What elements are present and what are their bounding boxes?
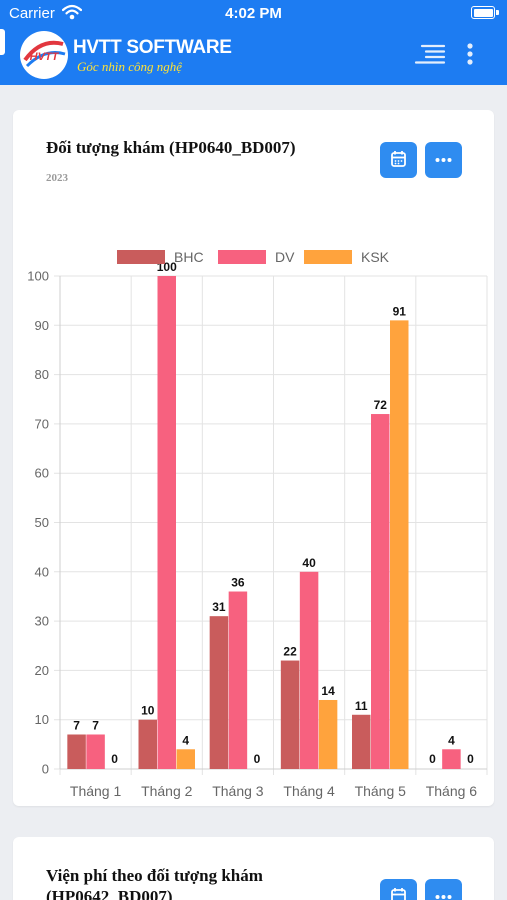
y-tick-label: 20 [35,663,49,678]
bar-dv [228,591,248,769]
y-tick-label: 70 [35,416,49,431]
bar-data-label: 22 [283,645,297,659]
hvtt-logo: HVTT [19,30,69,80]
bar-dv [442,749,461,769]
bar-data-label: 91 [393,304,407,318]
y-tick-label: 30 [35,614,49,629]
second-calendar-button[interactable] [380,879,417,900]
bar-ksk [176,749,195,769]
wifi-icon [61,4,83,24]
svg-text:HVTT: HVTT [30,51,60,63]
bar-data-label: 11 [355,699,368,713]
bar-dv [86,734,105,769]
bar-bhc [67,734,86,769]
second-card-title-line2: (HP0642_BD007) [46,887,173,900]
bar-data-label: 0 [254,752,261,766]
x-tick-label: Tháng 4 [283,783,335,799]
y-tick-label: 50 [35,515,49,530]
more-button[interactable] [425,142,462,178]
card-title: Đối tượng khám (HP0640_BD007) [46,138,296,157]
bar-ksk [318,699,338,769]
bar-data-label: 36 [231,576,245,590]
bar-data-label: 31 [212,600,226,614]
bar-bhc [138,719,157,769]
bar-data-label: 7 [73,718,80,732]
card-subtitle: 2023 [46,172,68,184]
bar-data-label: 72 [374,398,388,412]
y-tick-label: 10 [35,712,49,727]
drawer-edge-handle[interactable] [0,29,5,55]
legend-swatch-bhc [117,250,165,264]
bar-data-label: 0 [467,752,474,766]
bar-dv [157,276,176,769]
y-tick-label: 40 [35,564,49,579]
second-more-button[interactable] [425,879,462,900]
bar-data-label: 4 [182,733,189,747]
bar-data-label: 0 [429,752,436,766]
bar-bhc [209,616,229,769]
second-card: Viện phí theo đối tượng khám (HP0642_BD0… [13,837,494,900]
y-tick-label: 100 [27,269,49,284]
second-card-title-line1: Viện phí theo đối tượng khám [46,866,263,885]
brand-tagline: Góc nhìn công nghệ [77,59,183,74]
status-time: 4:02 PM [225,5,282,22]
battery-icon [471,6,495,19]
vertical-dots-icon[interactable] [459,40,481,70]
legend-label-ksk: KSK [361,249,390,265]
legend-label-dv: DV [275,249,295,265]
x-tick-label: Tháng 2 [141,783,193,799]
legend-swatch-ksk [304,250,352,264]
bar-bhc [280,660,300,769]
bar-data-label: 7 [92,718,99,732]
app-bar: HVTT HVTT SOFTWARE Góc nhìn công nghệ [0,26,507,85]
y-tick-label: 0 [42,762,49,777]
battery-tip [496,10,499,15]
chart-card: Đối tượng khám (HP0640_BD007) 2023 0 10 20… [13,110,494,806]
more-dots-icon [435,158,452,162]
status-bar: Carrier 4:02 PM [0,0,507,26]
second-card-title: Viện phí theo đối tượng khám (HP0642_BD0… [46,865,263,900]
bar-data-label: 10 [141,704,155,718]
brand-name: HVTT SOFTWARE [73,37,232,58]
calendar-icon [391,888,406,900]
y-tick-label: 90 [35,318,49,333]
x-tick-label: Tháng 3 [212,783,264,799]
menu-lines-icon[interactable] [414,41,446,69]
bar-data-label: 4 [448,733,455,747]
bar-data-label: 0 [111,752,118,766]
bar-dv [371,414,390,769]
more-dots-icon [435,895,452,899]
x-tick-label: Tháng 6 [426,783,478,799]
bar-bhc [352,714,371,769]
x-tick-label: Tháng 1 [70,783,122,799]
legend-swatch-dv [218,250,266,264]
legend-label-bhc: BHC [174,249,204,265]
calendar-button[interactable] [380,142,417,178]
bar-ksk [390,320,409,769]
calendar-icon [391,151,406,167]
bar-data-label: 14 [321,684,335,698]
bar-dv [299,571,319,769]
carrier-label: Carrier [9,5,55,22]
y-tick-label: 60 [35,466,49,481]
x-tick-label: Tháng 5 [355,783,407,799]
y-tick-label: 80 [35,367,49,382]
bar-data-label: 40 [302,556,316,570]
